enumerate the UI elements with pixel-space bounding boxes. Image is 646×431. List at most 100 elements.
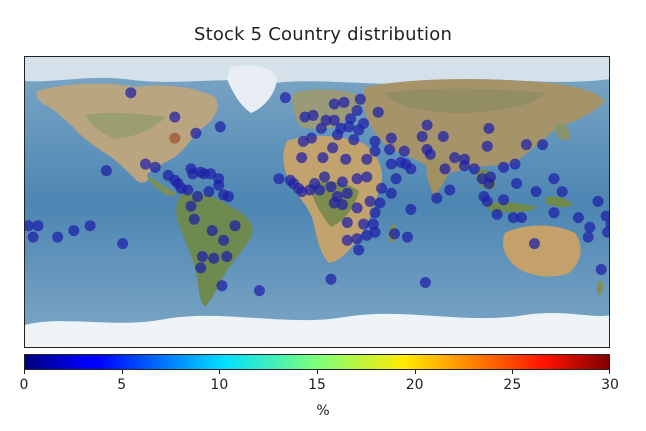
data-point bbox=[481, 140, 493, 152]
data-point bbox=[459, 160, 470, 172]
greenland bbox=[227, 65, 277, 113]
data-point bbox=[206, 225, 218, 237]
data-point bbox=[498, 161, 510, 173]
data-point bbox=[325, 273, 337, 285]
data-point bbox=[582, 231, 594, 243]
data-point bbox=[398, 145, 410, 157]
data-point bbox=[351, 105, 363, 116]
data-point bbox=[299, 111, 311, 123]
data-point bbox=[182, 184, 194, 196]
data-point bbox=[192, 191, 203, 202]
data-point bbox=[328, 114, 340, 126]
data-point bbox=[341, 187, 353, 199]
data-point bbox=[592, 195, 604, 207]
data-point bbox=[449, 152, 461, 164]
data-point bbox=[421, 119, 433, 131]
data-point bbox=[306, 132, 317, 144]
data-point bbox=[351, 202, 363, 214]
new-guinea bbox=[545, 196, 573, 208]
data-point bbox=[556, 186, 568, 198]
data-point bbox=[328, 98, 340, 110]
colorbar-tick-mark bbox=[512, 369, 514, 374]
australia bbox=[502, 225, 581, 277]
data-point bbox=[605, 218, 609, 230]
data-point bbox=[343, 121, 355, 133]
data-point bbox=[384, 144, 396, 155]
colorbar-tick-label: 25 bbox=[503, 377, 522, 393]
data-point bbox=[84, 220, 96, 232]
data-point bbox=[600, 210, 609, 222]
map-plot bbox=[25, 57, 609, 347]
data-point bbox=[332, 129, 343, 141]
data-point bbox=[367, 218, 379, 230]
data-point bbox=[385, 158, 397, 170]
data-point bbox=[188, 213, 200, 225]
data-point bbox=[372, 106, 384, 118]
data-point bbox=[416, 131, 428, 142]
colorbar-ticks: 0 5 10 15 20 25 30 bbox=[20, 369, 619, 409]
na-vegetation bbox=[85, 112, 165, 139]
data-point bbox=[203, 186, 215, 198]
colorbar-tick-mark bbox=[414, 369, 416, 374]
data-point bbox=[385, 187, 397, 199]
data-point bbox=[389, 228, 400, 240]
data-point bbox=[431, 192, 443, 204]
colorbar-tick-mark bbox=[219, 369, 221, 374]
colorbar-tick-label: 5 bbox=[117, 377, 127, 393]
data-point bbox=[327, 142, 339, 154]
data-point bbox=[369, 145, 381, 157]
world-map bbox=[24, 56, 610, 348]
data-point bbox=[361, 153, 373, 165]
antarctica bbox=[25, 313, 609, 347]
data-point bbox=[216, 280, 228, 292]
colorbar-tick-mark bbox=[609, 369, 610, 374]
data-point bbox=[273, 173, 285, 185]
data-point bbox=[498, 194, 510, 206]
data-point bbox=[328, 197, 340, 209]
data-point bbox=[364, 195, 376, 207]
data-point bbox=[296, 186, 308, 198]
chart-title: Stock 5 Country distribution bbox=[193, 24, 453, 45]
data-point bbox=[229, 220, 241, 232]
colorbar-tick-label: 30 bbox=[601, 377, 619, 393]
data-point bbox=[507, 212, 519, 224]
colorbar-label: % bbox=[316, 403, 330, 419]
colorbar-tick-mark bbox=[317, 369, 318, 374]
data-point bbox=[336, 176, 348, 188]
data-point bbox=[402, 231, 413, 243]
data-point bbox=[196, 251, 208, 262]
data-point bbox=[529, 238, 540, 250]
data-point bbox=[361, 171, 373, 183]
data-point bbox=[444, 184, 456, 196]
data-point bbox=[340, 153, 352, 165]
colorbar-tick-label: 20 bbox=[405, 377, 424, 393]
colorbar bbox=[24, 354, 610, 370]
data-point bbox=[468, 163, 480, 175]
data-point bbox=[117, 238, 129, 250]
data-point bbox=[213, 179, 225, 191]
data-point bbox=[376, 182, 387, 194]
data-point bbox=[221, 251, 233, 262]
data-point bbox=[169, 132, 181, 144]
data-point bbox=[354, 93, 366, 105]
data-point bbox=[351, 233, 363, 245]
colorbar-tick-mark bbox=[24, 369, 25, 374]
data-point bbox=[315, 122, 327, 134]
new-zealand bbox=[596, 280, 604, 296]
data-point bbox=[572, 212, 584, 224]
data-point bbox=[424, 148, 436, 160]
data-point bbox=[27, 231, 39, 243]
data-point bbox=[390, 173, 402, 185]
data-point bbox=[516, 212, 527, 224]
data-point bbox=[511, 178, 523, 189]
data-point bbox=[353, 244, 365, 256]
data-point bbox=[584, 221, 596, 233]
data-point bbox=[419, 277, 431, 288]
central-america bbox=[147, 175, 177, 196]
data-point bbox=[25, 220, 34, 232]
data-point bbox=[369, 135, 381, 147]
data-point bbox=[338, 96, 350, 108]
data-point bbox=[169, 111, 181, 123]
data-point bbox=[320, 114, 332, 126]
data-point bbox=[491, 208, 503, 220]
